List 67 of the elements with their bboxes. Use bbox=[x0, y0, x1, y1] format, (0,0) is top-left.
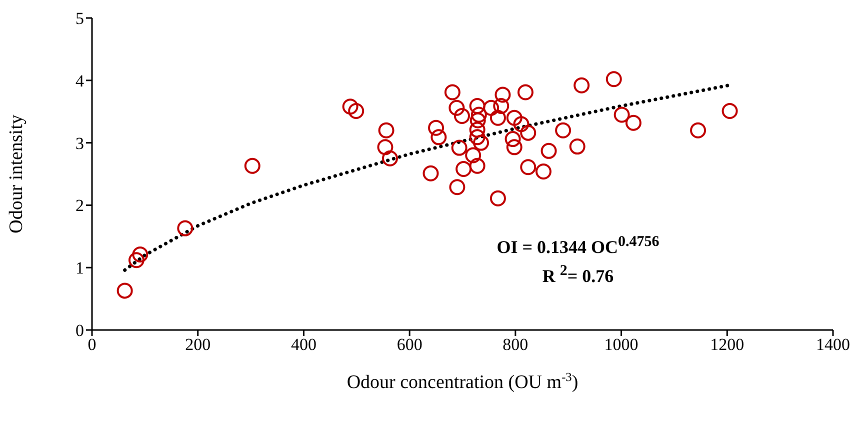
point bbox=[444, 84, 460, 100]
point bbox=[132, 246, 148, 262]
x-tick-label: 1200 bbox=[710, 335, 744, 354]
point bbox=[469, 129, 486, 146]
y-tick-label: 3 bbox=[76, 134, 84, 153]
y-tick-label: 4 bbox=[76, 71, 84, 90]
point bbox=[456, 161, 472, 178]
point bbox=[535, 164, 552, 180]
annotation: OI = 0.1344 OC$^{0.4756}$ bbox=[496, 233, 660, 259]
point bbox=[520, 124, 536, 141]
point bbox=[555, 122, 572, 138]
x-tick-label: 600 bbox=[396, 335, 422, 354]
y-axis-title: Odour intensity bbox=[6, 114, 27, 234]
point bbox=[540, 142, 557, 159]
point bbox=[625, 114, 642, 131]
x-axis-title: Odour concentration (OU m$^{-3}$) bbox=[346, 370, 578, 393]
point bbox=[448, 100, 465, 116]
point bbox=[490, 190, 506, 206]
x-tick-label: 400 bbox=[290, 335, 316, 354]
annotation: R $^{2}$= 0.76 bbox=[541, 262, 615, 288]
point bbox=[342, 98, 358, 115]
x-tick-label: 0 bbox=[88, 335, 96, 354]
point bbox=[422, 165, 439, 182]
point bbox=[469, 158, 486, 174]
x-tick-label: 1000 bbox=[604, 335, 638, 354]
point bbox=[451, 140, 468, 156]
y-tick-label: 2 bbox=[76, 196, 84, 216]
point bbox=[465, 147, 482, 164]
point bbox=[469, 122, 486, 138]
point bbox=[722, 102, 738, 119]
point bbox=[513, 116, 530, 132]
point bbox=[128, 252, 144, 268]
point bbox=[690, 122, 706, 138]
point bbox=[244, 158, 260, 174]
point bbox=[454, 108, 470, 124]
y-tick-label: 1 bbox=[76, 258, 84, 278]
point bbox=[116, 282, 133, 299]
point bbox=[493, 98, 510, 114]
point bbox=[177, 220, 194, 236]
point bbox=[378, 122, 394, 138]
x-tick-label: 1400 bbox=[816, 335, 850, 354]
point bbox=[428, 120, 444, 136]
point bbox=[469, 98, 486, 114]
point bbox=[470, 112, 486, 128]
point bbox=[614, 106, 630, 123]
point bbox=[494, 86, 511, 103]
point bbox=[382, 150, 398, 166]
point bbox=[606, 71, 622, 88]
point bbox=[470, 106, 487, 123]
x-tick-label: 800 bbox=[502, 335, 528, 354]
point bbox=[490, 110, 506, 126]
point bbox=[506, 139, 522, 156]
y-tick-label: 5 bbox=[76, 9, 84, 28]
point bbox=[449, 179, 466, 196]
point bbox=[569, 138, 586, 155]
point bbox=[483, 100, 500, 116]
y-tick-label: 0 bbox=[76, 321, 84, 340]
point bbox=[574, 77, 590, 94]
point bbox=[348, 102, 364, 119]
point bbox=[430, 129, 447, 146]
point bbox=[517, 84, 534, 100]
point bbox=[506, 110, 522, 126]
point bbox=[377, 139, 394, 156]
x-tick-label: 200 bbox=[185, 335, 211, 354]
point bbox=[520, 159, 536, 176]
point bbox=[473, 134, 490, 151]
point bbox=[504, 131, 521, 148]
